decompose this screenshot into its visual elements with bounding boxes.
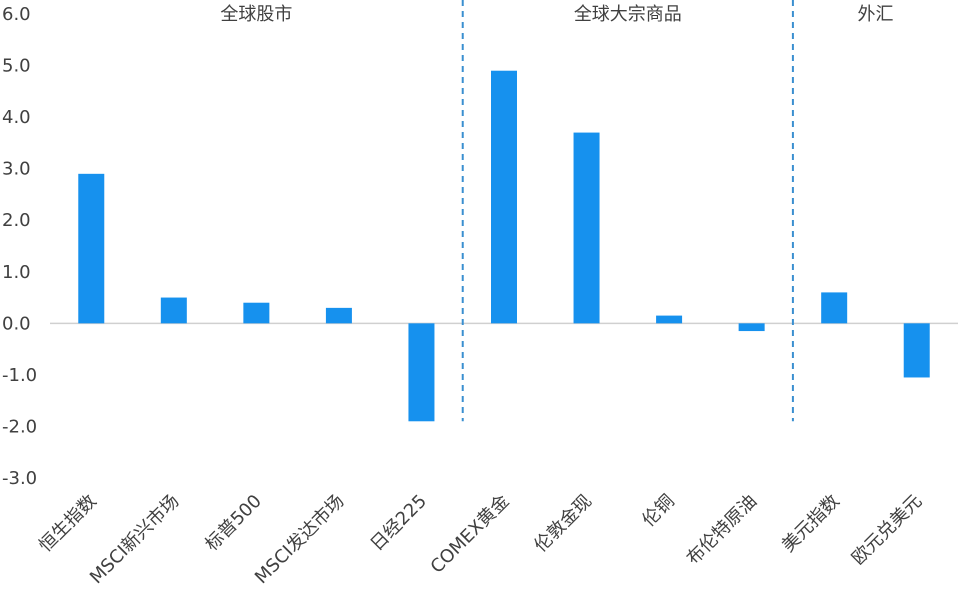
y-tick-label: 3.0 bbox=[2, 159, 31, 180]
bar bbox=[78, 173, 105, 324]
y-tick-label: 6.0 bbox=[2, 4, 31, 25]
group-labels: 全球股市 全球大宗商品 外汇 bbox=[220, 0, 893, 422]
y-tick-label: 0.0 bbox=[2, 313, 31, 334]
y-tick-label: 5.0 bbox=[2, 56, 31, 77]
bar bbox=[656, 315, 683, 324]
x-tick-label: 日经225 bbox=[366, 491, 431, 556]
group-label: 全球大宗商品 bbox=[574, 4, 682, 25]
bar bbox=[903, 323, 930, 378]
y-tick-label: -3.0 bbox=[2, 468, 37, 489]
bar bbox=[408, 323, 435, 422]
y-tick-label: -1.0 bbox=[2, 365, 37, 386]
x-tick-label: COMEX黄金 bbox=[427, 491, 514, 578]
x-tick-label: 欧元兑美元 bbox=[848, 491, 926, 569]
bar bbox=[160, 297, 187, 324]
x-tick-label: 布伦特原油 bbox=[683, 491, 761, 569]
bar bbox=[491, 70, 517, 324]
y-tick-label: 4.0 bbox=[2, 107, 31, 128]
y-tick-label: 2.0 bbox=[2, 210, 31, 231]
group-label: 全球股市 bbox=[220, 4, 292, 25]
bar bbox=[243, 302, 270, 324]
bar bbox=[738, 323, 765, 332]
bar bbox=[573, 132, 600, 324]
y-axis: 6.0 5.0 4.0 3.0 2.0 1.0 0.0 -1.0 -2.0 -3.0 bbox=[2, 4, 958, 489]
x-tick-label: 美元指数 bbox=[778, 491, 844, 557]
bar bbox=[821, 292, 848, 324]
bar bbox=[325, 307, 352, 324]
x-tick-label: 伦敦金现 bbox=[530, 491, 596, 557]
x-tick-label: 恒生指数 bbox=[35, 491, 101, 557]
x-tick-label: 伦铜 bbox=[638, 491, 678, 531]
x-tick-label: 标普500 bbox=[201, 491, 266, 556]
y-tick-label: -2.0 bbox=[2, 416, 37, 437]
group-label: 外汇 bbox=[857, 4, 893, 25]
bars bbox=[78, 70, 930, 422]
y-tick-label: 1.0 bbox=[2, 262, 31, 283]
